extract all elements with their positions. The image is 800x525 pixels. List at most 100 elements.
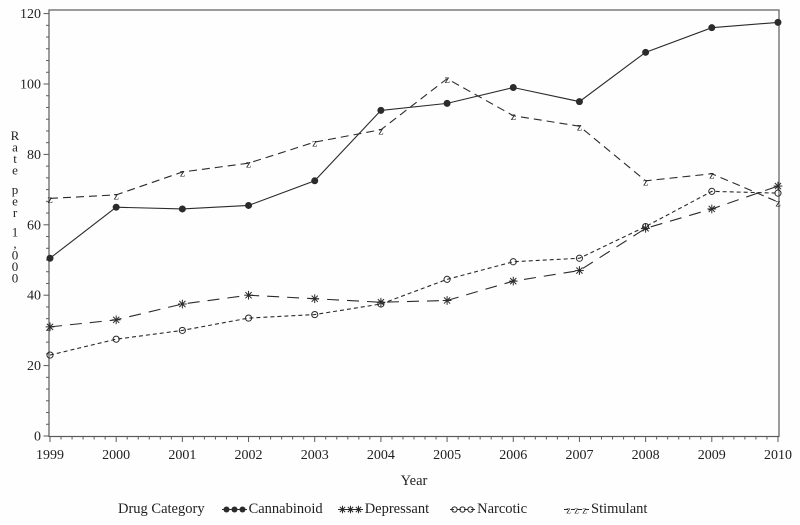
asterisk-stroke: [377, 298, 385, 306]
series-stimulant-marker: z: [378, 123, 383, 137]
asterisk-stroke: [509, 277, 517, 285]
asterisk-stroke: [339, 506, 346, 513]
series-narcotic-marker: [178, 326, 186, 334]
series-narcotic-marker: [642, 222, 650, 231]
y-axis-title-char: 1: [12, 225, 19, 240]
series-narcotic-marker: [774, 189, 782, 197]
legend-marker-cannabinoid: [221, 506, 247, 513]
series-stimulant-marker: z: [114, 188, 119, 202]
y-axis-ticks: [43, 13, 49, 437]
x-tick-label-2005: 2005: [433, 448, 461, 463]
series-stimulant-marker: z: [246, 157, 251, 171]
series-cannabinoid-marker: [708, 24, 716, 32]
asterisk-stroke: [311, 295, 319, 303]
series-stimulant-marker: z: [511, 109, 516, 123]
legend-glyph-narcotic: [459, 506, 466, 513]
legend-glyph-stimulant: z: [582, 506, 587, 517]
legend-item-depressant: Depressant: [337, 501, 429, 518]
x-tick-label-2004: 2004: [367, 448, 395, 463]
asterisk-stroke: [642, 224, 650, 232]
asterisk-stroke: [245, 291, 252, 299]
series-cannabinoid-marker: [774, 18, 782, 26]
y-tick-label-20: 20: [27, 359, 41, 374]
series-narcotic-marker: [311, 310, 319, 319]
series-depressant-marker: [442, 296, 452, 305]
series-cannabinoid-marker: [311, 177, 319, 185]
series-narcotic-marker: [575, 254, 584, 262]
asterisk-stroke: [708, 205, 716, 213]
legend-marker-narcotic: [450, 506, 476, 513]
asterisk-stroke: [355, 506, 362, 513]
legend-glyph-narcotic: [467, 506, 474, 513]
series-narcotic-marker: [112, 335, 120, 343]
legend-item-cannabinoid: Cannabinoid: [221, 501, 323, 518]
asterisk-stroke: [46, 323, 54, 331]
y-tick-label-40: 40: [27, 289, 41, 304]
series-narcotic-marker: [509, 258, 517, 266]
series-cannabinoid-marker: [377, 106, 385, 114]
series-cannabinoid-marker: [245, 201, 253, 209]
series-depressant: [45, 181, 783, 332]
series-narcotic-marker: [46, 351, 54, 359]
x-tick-label-2001: 2001: [168, 448, 196, 463]
series-narcotic-marker: [708, 187, 716, 195]
series-depressant-marker: [707, 204, 717, 214]
asterisk-stroke: [575, 267, 583, 275]
series-cannabinoid-marker: [443, 99, 451, 107]
series-stimulant: z z z z z z z z z z z z: [47, 72, 780, 209]
x-tick-label-2003: 2003: [301, 448, 329, 463]
x-tick-label-2010: 2010: [764, 448, 792, 463]
series-depressant-line: [49, 185, 779, 328]
series-depressant-marker: [773, 181, 783, 191]
asterisk-stroke: [347, 506, 354, 513]
series-stimulant-marker: z: [312, 136, 317, 150]
series-stimulant-marker: z: [47, 192, 52, 206]
legend-glyph-depressant: [354, 505, 362, 514]
y-axis-title-char: 0: [12, 259, 19, 274]
series-cannabinoid-marker: [509, 84, 517, 92]
legend-glyph-depressant: [346, 505, 354, 514]
asterisk-stroke: [443, 297, 451, 304]
series-stimulant-line: [49, 78, 779, 203]
series-cannabinoid-marker: [178, 205, 186, 213]
y-axis-title-char: e: [12, 163, 18, 178]
legend-title: Drug Category: [118, 501, 205, 517]
series-stimulant-marker: z: [775, 195, 780, 209]
series-depressant-marker: [575, 266, 584, 275]
y-tick-label-120: 120: [20, 7, 41, 22]
series-cannabinoid: [46, 18, 782, 262]
series-narcotic: [46, 187, 782, 359]
y-axis-title-char: 0: [12, 271, 19, 286]
series-narcotic-line: [49, 190, 778, 356]
legend-glyph-stimulant: z: [566, 506, 571, 517]
x-axis-title: Year: [401, 473, 428, 489]
series-depressant-marker: [244, 290, 253, 300]
y-tick-label-100: 100: [20, 78, 41, 93]
x-tick-label-2006: 2006: [499, 448, 527, 463]
y-axis-title-char: ,: [13, 236, 16, 251]
legend-glyph-cannabinoid: [239, 506, 246, 513]
series-cannabinoid-line: [49, 21, 779, 259]
legend-item-narcotic: Narcotic: [450, 501, 527, 518]
series-stimulant-marker: z: [577, 120, 582, 134]
y-axis-title-char: a: [12, 140, 18, 155]
series-cannabinoid-marker: [575, 98, 583, 106]
y-tick-label-60: 60: [27, 218, 41, 233]
series-depressant-marker: [508, 276, 518, 286]
legend-marker-depressant: [337, 505, 363, 514]
x-tick-label-2002: 2002: [235, 448, 263, 463]
series-narcotic-marker: [377, 300, 385, 308]
series-stimulant-marker: z: [444, 72, 449, 86]
asterisk-stroke: [112, 316, 120, 324]
y-axis-title-char: e: [12, 194, 18, 209]
asterisk-stroke: [178, 300, 186, 308]
series-depressant-marker: [310, 294, 320, 304]
legend-glyph-cannabinoid: [223, 506, 230, 513]
series-stimulant-marker: z: [180, 166, 185, 180]
series-cannabinoid-marker: [46, 254, 54, 262]
legend-glyph-narcotic: [451, 506, 458, 513]
legend-item-stimulant: z z z Stimulant: [564, 501, 647, 518]
